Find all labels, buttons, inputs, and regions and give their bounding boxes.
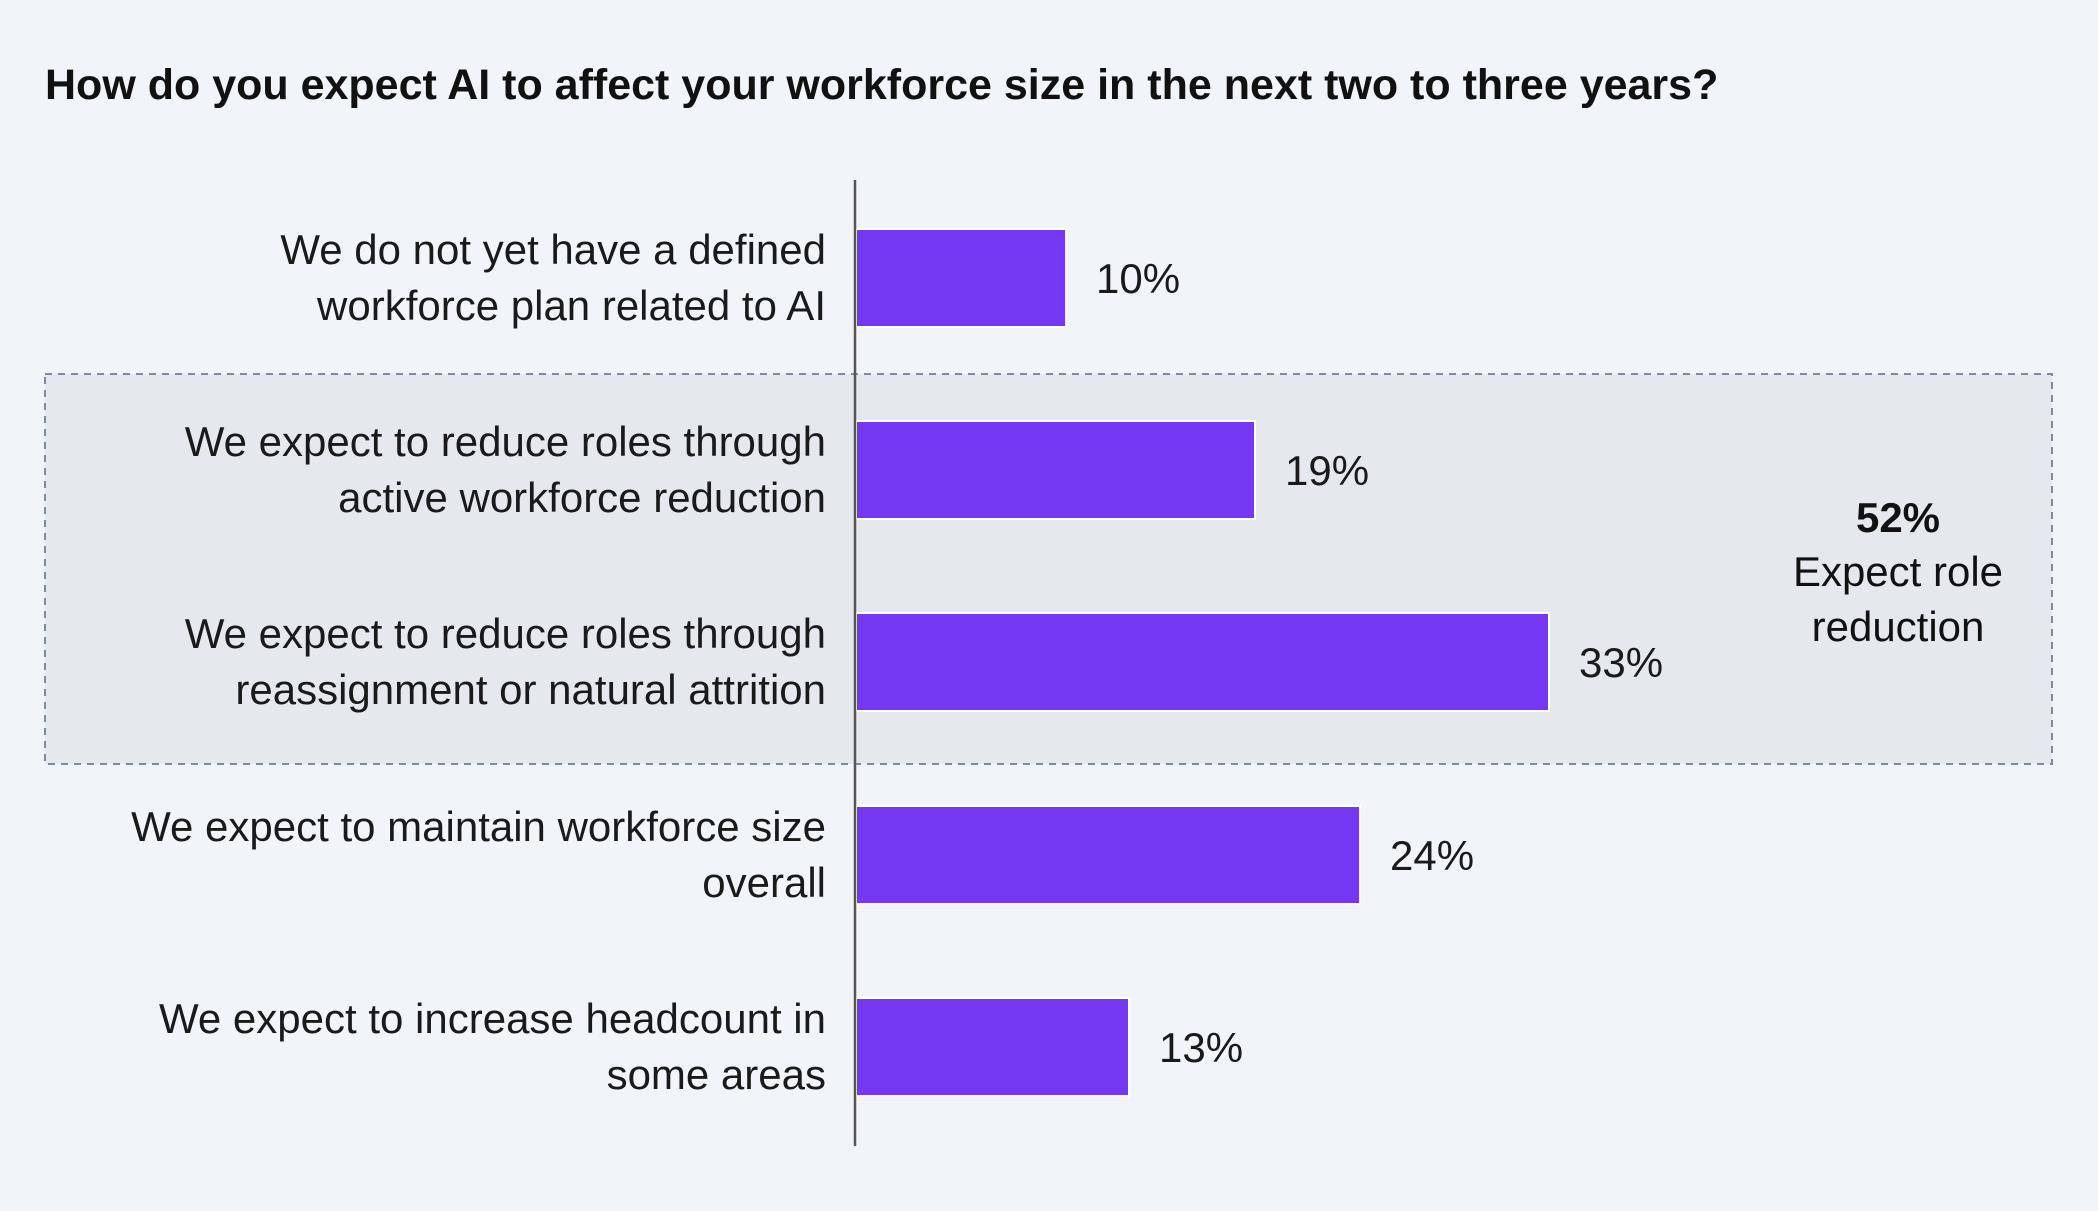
value-label-3: 24% (1390, 832, 1474, 879)
category-label-4: We expect to increase headcount in some a… (159, 995, 826, 1098)
value-label-2: 33% (1579, 639, 1663, 686)
callout-value: 52% (1856, 494, 1940, 541)
category-label-3: We expect to maintain workforce size over… (131, 803, 826, 906)
bars-layer (855, 228, 1550, 1097)
bar-0 (855, 228, 1067, 328)
category-label-0: We do not yet have a defined workforce pl… (280, 226, 826, 329)
bar-1 (855, 420, 1256, 520)
category-label-2: We expect to reduce roles through reassig… (185, 610, 826, 713)
value-label-1: 19% (1285, 447, 1369, 494)
bar-2 (855, 612, 1550, 712)
category-label-1: We expect to reduce roles through active … (185, 418, 826, 521)
chart-title: How do you expect AI to affect your work… (45, 61, 1718, 109)
labels-layer: 10% We do not yet have a defined workforce… (131, 226, 1663, 1098)
value-label-4: 13% (1159, 1024, 1243, 1071)
callout: 52% Expect role reduction (1793, 494, 2003, 650)
bar-3 (855, 805, 1361, 905)
bar-4 (855, 997, 1130, 1097)
callout-text: Expect role reduction (1793, 548, 2003, 650)
value-label-0: 10% (1096, 255, 1180, 302)
